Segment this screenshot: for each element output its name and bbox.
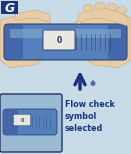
Ellipse shape — [95, 2, 105, 10]
Polygon shape — [72, 10, 131, 68]
Text: G: G — [4, 2, 15, 15]
FancyBboxPatch shape — [0, 94, 62, 152]
Ellipse shape — [83, 4, 93, 12]
FancyBboxPatch shape — [43, 30, 75, 50]
Text: 0: 0 — [56, 36, 62, 45]
FancyBboxPatch shape — [13, 114, 31, 126]
FancyBboxPatch shape — [3, 109, 57, 135]
Polygon shape — [0, 15, 55, 68]
Polygon shape — [15, 10, 50, 22]
FancyBboxPatch shape — [5, 25, 23, 59]
FancyBboxPatch shape — [10, 29, 121, 38]
Polygon shape — [91, 79, 94, 83]
FancyBboxPatch shape — [1, 1, 18, 14]
Text: Flow check
symbol
selected: Flow check symbol selected — [65, 100, 115, 133]
FancyBboxPatch shape — [4, 24, 127, 60]
FancyBboxPatch shape — [108, 25, 126, 59]
Text: 0: 0 — [20, 118, 24, 122]
FancyBboxPatch shape — [4, 110, 18, 134]
Ellipse shape — [107, 4, 117, 10]
Ellipse shape — [118, 6, 127, 14]
Polygon shape — [78, 8, 128, 26]
Ellipse shape — [91, 81, 95, 86]
